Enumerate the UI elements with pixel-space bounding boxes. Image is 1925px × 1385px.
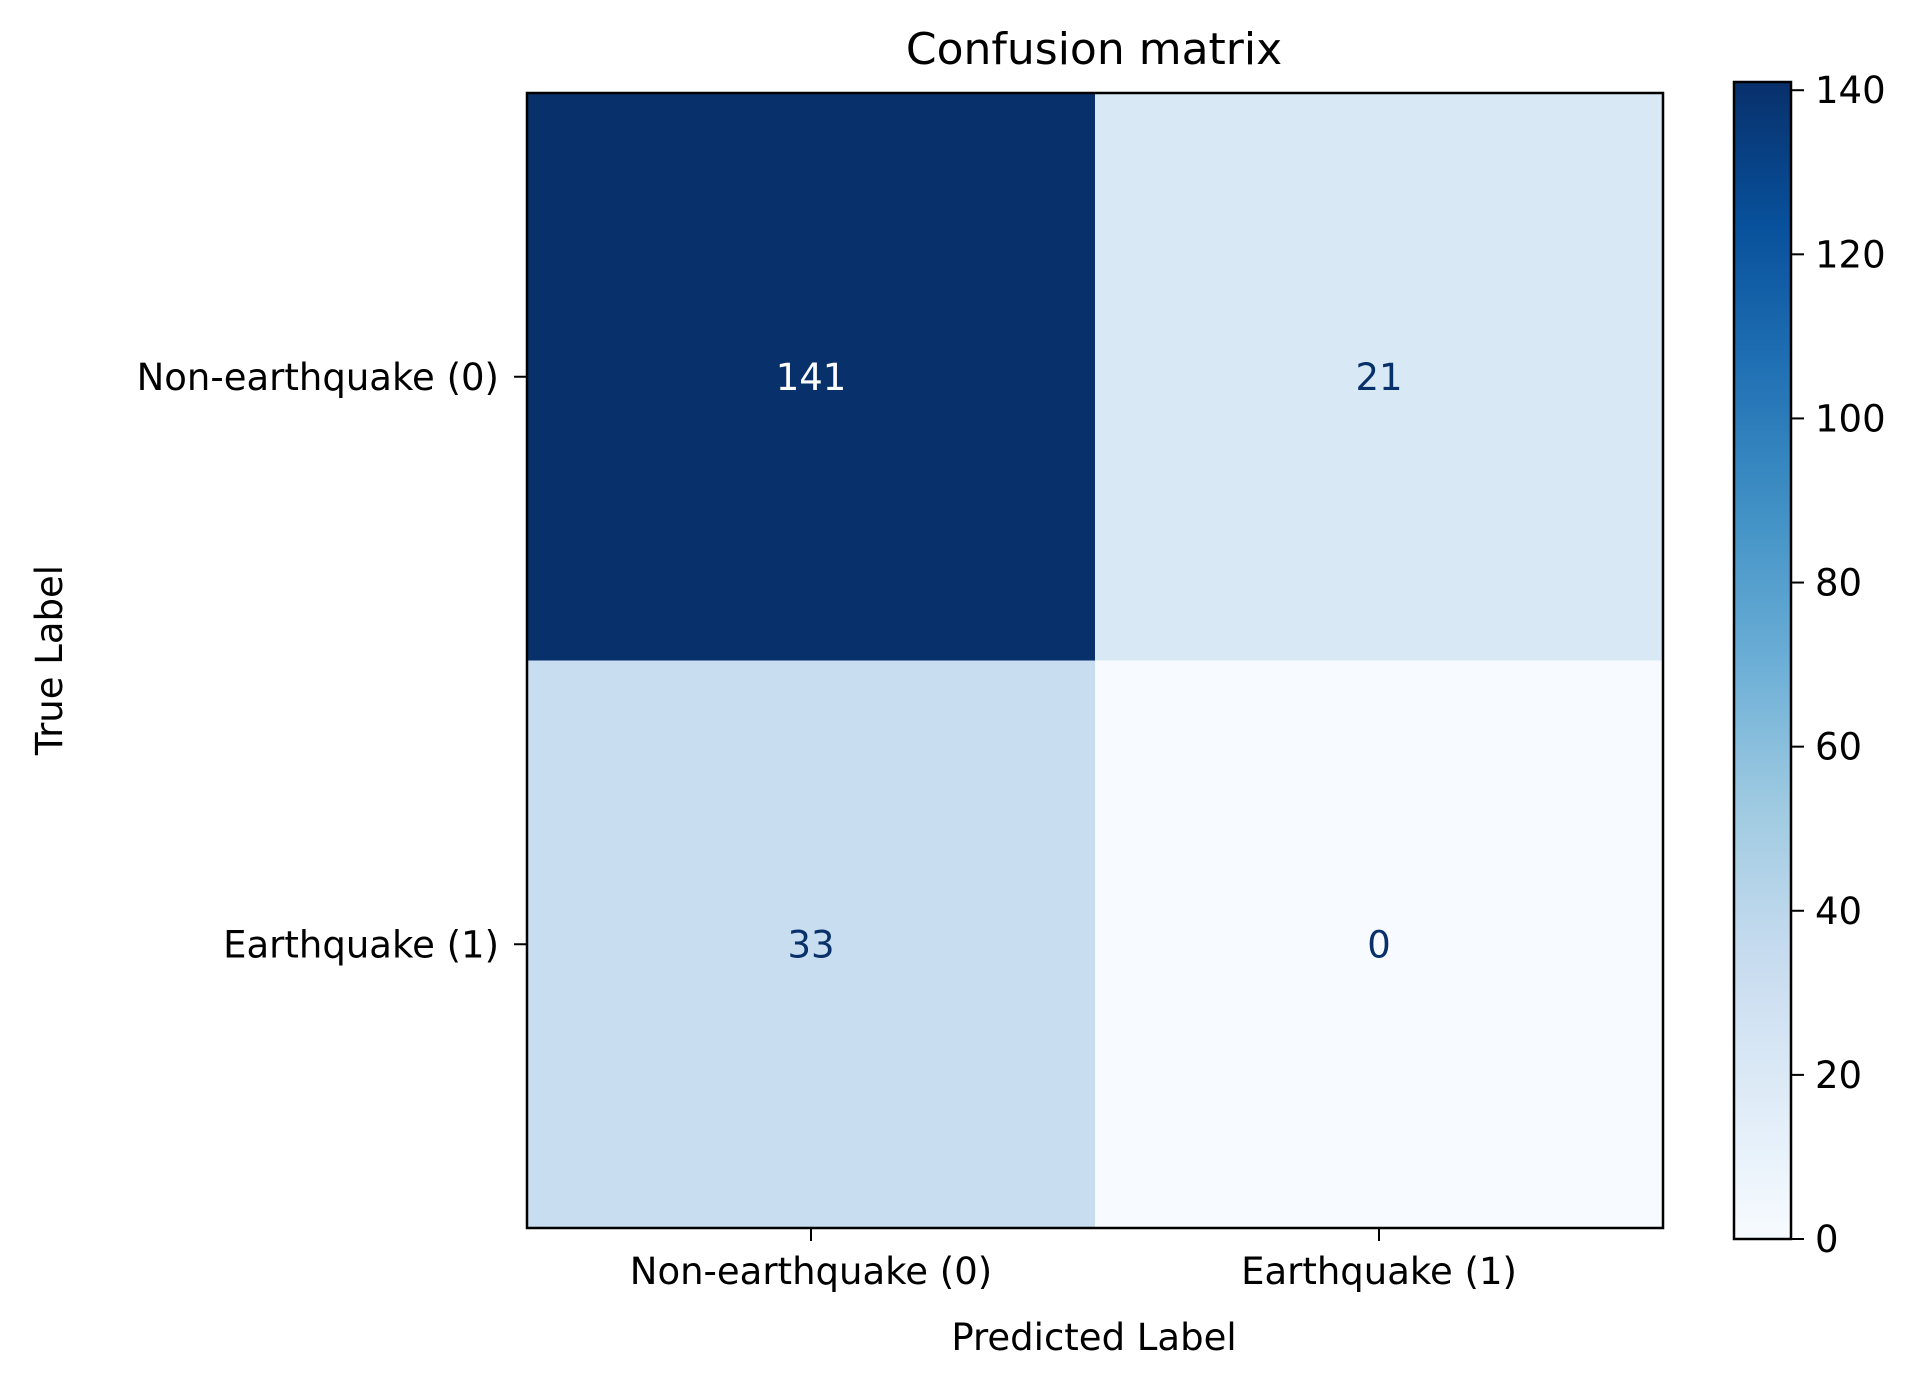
cell-value-1-1: 0 (1367, 923, 1391, 966)
y-axis-label: True Label (28, 565, 71, 756)
colorbar-tick-label: 100 (1815, 397, 1886, 440)
colorbar-ticks: 0 20 40 60 80 100 120 140 (1791, 69, 1886, 1261)
x-axis-label: Predicted Label (951, 1316, 1236, 1359)
colorbar-tick-label: 0 (1815, 1218, 1839, 1261)
colorbar-tick-label: 120 (1815, 233, 1886, 276)
x-tick-label: Non-earthquake (0) (630, 1250, 992, 1293)
y-tick-label: Non-earthquake (0) (137, 356, 499, 399)
colorbar-gradient (1734, 82, 1791, 1239)
heatmap-cells (527, 93, 1664, 1229)
colorbar-tick-label: 140 (1815, 69, 1886, 112)
heatmap-cell-1-0 (527, 660, 1096, 1229)
cell-value-1-0: 33 (787, 923, 834, 966)
cell-value-0-0: 141 (776, 356, 847, 399)
colorbar-tick-label: 60 (1815, 726, 1862, 769)
colorbar-tick-label: 20 (1815, 1054, 1862, 1097)
y-tick-label: Earthquake (1) (223, 923, 499, 966)
x-axis-ticks: Non-earthquake (0) Earthquake (1) (630, 1228, 1517, 1293)
cell-value-0-1: 21 (1355, 356, 1402, 399)
heatmap-cell-1-1 (1095, 660, 1664, 1229)
heatmap-cell-0-0 (527, 93, 1096, 661)
y-axis-ticks: Non-earthquake (0) Earthquake (1) (137, 356, 527, 966)
colorbar-tick-label: 80 (1815, 562, 1862, 605)
x-tick-label: Earthquake (1) (1241, 1250, 1517, 1293)
chart-title: Confusion matrix (906, 24, 1282, 75)
plot-frame (525, 91, 1665, 1230)
colorbar-frame (1732, 80, 1793, 1241)
cell-value-labels: 141 21 33 0 (776, 356, 1403, 967)
colorbar-tick-label: 40 (1815, 890, 1862, 933)
heatmap-cell-0-1 (1095, 93, 1664, 661)
